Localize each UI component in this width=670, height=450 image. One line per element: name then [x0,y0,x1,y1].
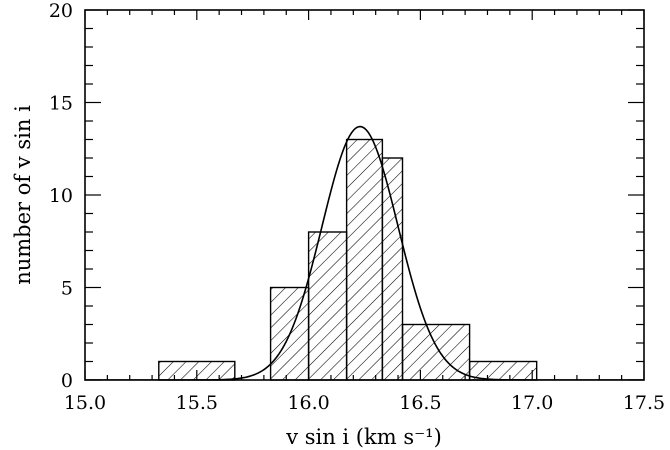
gaussian-fit-curve [85,125,644,380]
histogram-bar [381,157,404,381]
y-tick-label: 10 [49,185,73,207]
x-tick-label: 16.5 [399,392,441,414]
curve-layer [85,125,644,380]
tick-labels-layer: 15.0 15.5 16.0 16.5 17.0 17.5 0 5 10 15 20 [49,0,665,414]
histogram-bar [468,360,538,381]
histogram-bar [345,138,384,381]
x-tick-label: 17.0 [511,392,553,414]
x-axis-label: v sin i (km s⁻¹) [285,425,442,449]
x-tick-label: 17.5 [623,392,665,414]
y-axis-label: number of v sin i [11,105,35,285]
histogram-bar [307,231,348,381]
x-tick-label: 15.0 [64,392,106,414]
plot-frame [84,9,645,381]
y-tick-label: 20 [49,0,73,22]
y-tick-label: 0 [61,370,73,392]
x-tick-label: 15.5 [176,392,218,414]
y-tick-label: 5 [61,278,73,300]
y-tick-label: 15 [49,93,73,115]
x-tick-label: 16.0 [287,392,329,414]
bars-layer [158,138,538,381]
